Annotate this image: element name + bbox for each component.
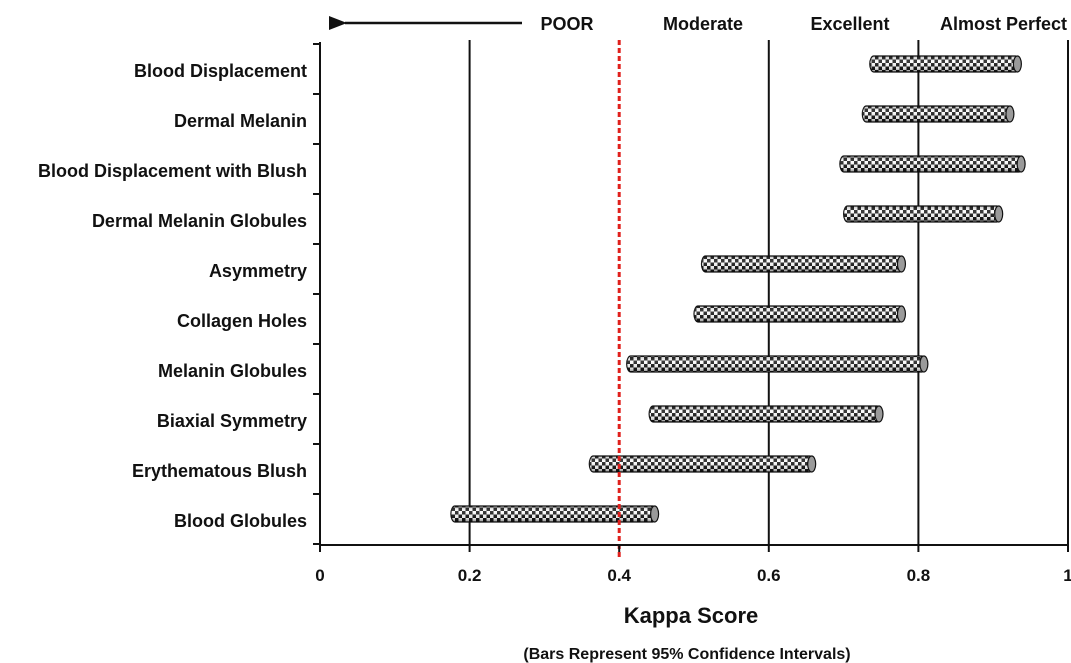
range-bar [870, 56, 1022, 72]
range-bar [627, 356, 928, 372]
x-tick-label: 1 [1063, 566, 1071, 585]
x-tick-label: 0 [315, 566, 324, 585]
category-label: Dermal Melanin [174, 111, 307, 131]
x-axis-title: Kappa Score [624, 603, 759, 628]
category-label: Biaxial Symmetry [157, 411, 307, 431]
x-tick-label: 0.4 [607, 566, 631, 585]
range-bar [840, 156, 1025, 172]
category-label: Dermal Melanin Globules [92, 211, 307, 231]
kappa-bands: POOR Moderate Excellent Almost Perfect [345, 14, 1067, 34]
category-label: Erythematous Blush [132, 461, 307, 481]
bars [451, 56, 1025, 522]
chart-subtitle: (Bars Represent 95% Confidence Intervals… [523, 646, 850, 663]
category-labels: Blood Displacement Dermal Melanin Blood Di… [38, 61, 307, 531]
category-label: Collagen Holes [177, 311, 307, 331]
x-tick-label: 0.6 [757, 566, 781, 585]
band-label-almost-perfect: Almost Perfect [940, 14, 1067, 34]
range-bar [844, 206, 1003, 222]
range-bar [701, 256, 905, 272]
category-label: Melanin Globules [158, 361, 307, 381]
x-tick-label: 0.8 [907, 566, 931, 585]
range-bar [589, 456, 815, 472]
range-bar [694, 306, 905, 322]
category-label: Blood Displacement [134, 61, 307, 81]
range-bar [451, 506, 659, 522]
x-tick-labels: 0 0.2 0.4 0.6 0.8 1 [315, 566, 1071, 585]
category-label: Blood Globules [174, 511, 307, 531]
band-label-poor: POOR [540, 14, 593, 34]
band-label-excellent: Excellent [810, 14, 889, 34]
category-label: Blood Displacement with Blush [38, 161, 307, 181]
band-label-moderate: Moderate [663, 14, 743, 34]
range-bar [862, 106, 1014, 122]
category-label: Asymmetry [209, 261, 307, 281]
x-tick-label: 0.2 [458, 566, 482, 585]
range-bar [649, 406, 883, 422]
